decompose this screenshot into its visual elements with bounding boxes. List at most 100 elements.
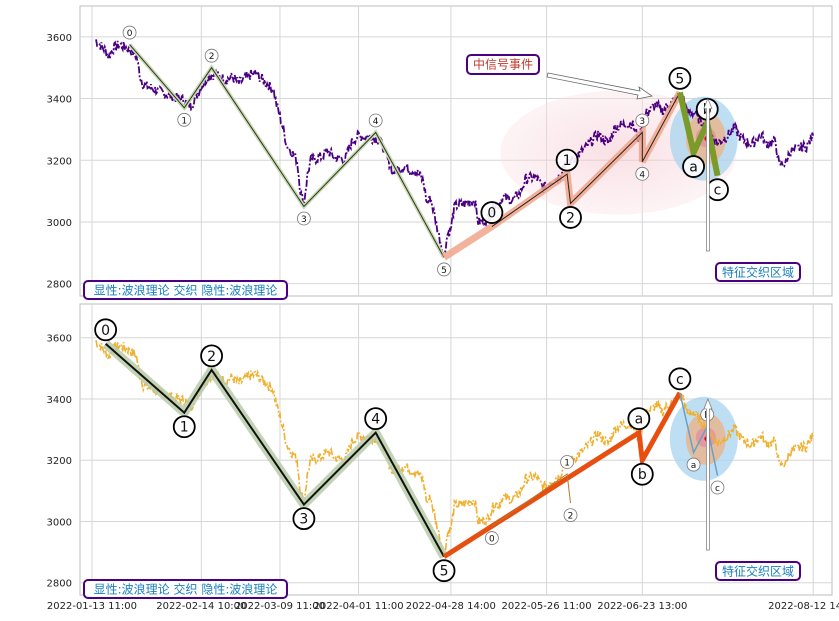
annotation-frame [83, 579, 288, 599]
wave-label: 1 [181, 116, 187, 126]
wave-label: 0 [101, 323, 110, 339]
wave-label: 2 [209, 52, 215, 62]
wave-line-correction [676, 91, 721, 177]
wave-label: c [714, 183, 722, 199]
wave-label-circle [292, 507, 316, 531]
wave-label-circle [177, 112, 192, 127]
y-tick-label: 3000 [47, 218, 72, 229]
zone-arrow [703, 398, 713, 551]
wave-label: 0 [489, 535, 495, 545]
wave-label-circle [559, 206, 582, 229]
wave-label-circle [682, 155, 705, 178]
wave-label-circle [484, 531, 499, 545]
wave-label-circle [122, 25, 137, 40]
wave-label: 1 [563, 153, 572, 169]
wave-label-circle [480, 201, 504, 224]
wave-line-primary [104, 343, 445, 558]
wave-label: 5 [440, 564, 449, 580]
y-tick-label: 3400 [47, 395, 72, 406]
x-tick-label: 2022-02-14 10:00 [156, 601, 246, 612]
annotation-text: 特征交织区域 [722, 564, 794, 579]
wave-label: 2 [207, 349, 216, 365]
y-tick-label: 2800 [47, 579, 72, 590]
y-tick-label: 3600 [47, 334, 72, 345]
wave-label: c [715, 484, 720, 494]
y-tick-label: 3000 [47, 517, 72, 528]
wave-label: 2 [568, 512, 574, 522]
wave-label: 4 [371, 412, 380, 428]
wave-label-circle [437, 262, 451, 277]
wave-label: 0 [127, 29, 133, 39]
wave-label-circle [364, 407, 388, 431]
wave-label: 4 [373, 117, 379, 127]
wave-line-impulse [491, 92, 681, 228]
wave-label: 2 [566, 210, 575, 226]
x-tick-label: 2022-06-23 13:00 [597, 601, 687, 612]
annotation-text: 显性:波浪理论 交织 隐性:波浪理论 [94, 283, 278, 298]
x-tick-label: 2022-08-12 14:00 [768, 601, 839, 612]
chart-panel-bottom: 28003000320034003600012345012abcabc特征交织区… [47, 303, 833, 599]
wave-label: a [689, 160, 698, 176]
annotation-text: 显性:波浪理论 交织 隐性:波浪理论 [94, 582, 278, 597]
wave-label-circle [627, 407, 651, 431]
legend-box: 显性:波浪理论 交织 隐性:波浪理论 [83, 280, 288, 300]
annotation-text: 中信号事件 [473, 57, 533, 72]
wave-label-circle [200, 344, 224, 368]
wave-label: 3 [299, 512, 308, 528]
chart-panel-top: 28003000320034003600012345012345abc中信号事件… [47, 5, 833, 300]
wave-label-circle [563, 508, 578, 523]
wave-label: c [676, 372, 684, 388]
wave-label-circle [710, 480, 725, 495]
wave-label-circle [204, 48, 219, 63]
wave-label: a [635, 412, 644, 428]
x-tick-label: 2022-05-26 11:00 [502, 601, 592, 612]
wave-label-circle [668, 367, 692, 391]
wave-label-circle [630, 462, 654, 486]
wave-label: b [638, 467, 647, 483]
wave-label-circle [668, 66, 692, 90]
signal-event-box: 中信号事件 [466, 54, 540, 75]
wave-label: 5 [441, 266, 447, 276]
wave-label-circle [555, 148, 579, 172]
wave-label: 5 [675, 71, 684, 87]
wave-label: 4 [639, 170, 645, 180]
zone-arrow [703, 97, 713, 252]
y-tick-label: 3200 [47, 456, 72, 467]
wave-label-circle [368, 113, 383, 128]
y-tick-label: 3600 [47, 33, 72, 44]
wave-line-inner [491, 473, 571, 527]
x-tick-label: 2022-01-13 11:00 [47, 601, 137, 612]
x-tick-label: 2022-03-09 11:00 [235, 601, 325, 612]
wave-label: a [691, 461, 697, 471]
wave-label-circle [635, 166, 650, 181]
wave-label: 0 [487, 206, 496, 222]
legend-box: 显性:波浪理论 交织 隐性:波浪理论 [83, 579, 288, 599]
annotation-frame [715, 561, 801, 581]
wave-label-circle [94, 318, 118, 342]
annotation-frame [83, 280, 288, 300]
annotation-frame [715, 262, 801, 282]
wave-label: 1 [180, 420, 189, 436]
x-tick-label: 2022-04-01 11:00 [314, 601, 404, 612]
y-tick-label: 3200 [47, 156, 72, 167]
wave-line-correction [679, 392, 719, 476]
wave-label: 3 [639, 117, 645, 127]
wave-label-circle [635, 113, 650, 128]
annotation-text: 特征交织区域 [722, 265, 794, 280]
wave-label-circle [560, 455, 574, 469]
wave-label-circle [686, 457, 701, 472]
y-tick-label: 3400 [47, 95, 72, 106]
wave-label-circle [296, 211, 311, 226]
annotation-frame [466, 54, 540, 75]
wave-label: 3 [301, 215, 307, 225]
zone-label-box: 特征交织区域 [715, 262, 801, 282]
wave-label: 1 [564, 459, 570, 469]
signal-arrow [546, 72, 654, 100]
zone-label-box: 特征交织区域 [715, 561, 801, 581]
wave-label-circle [172, 415, 196, 439]
wave-line-abc [442, 391, 683, 559]
y-tick-label: 2800 [47, 280, 72, 291]
wave-label-circle [432, 559, 456, 583]
wave-line-primary [129, 44, 445, 258]
